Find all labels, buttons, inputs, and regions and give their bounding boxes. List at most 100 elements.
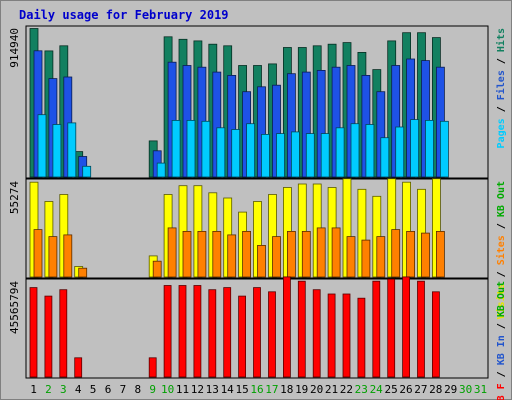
bar (216, 127, 226, 178)
legend-entry: / (496, 217, 507, 235)
bar (301, 230, 311, 278)
bar (223, 287, 232, 378)
panel-top-max-label: 914940 (8, 28, 21, 68)
bar (44, 295, 53, 378)
bar (197, 230, 207, 278)
bar (316, 227, 326, 278)
legend-entry: KB Out (496, 281, 507, 317)
bar (238, 295, 247, 378)
panel-middle-legend: Visits / Sites / KB Out (495, 181, 507, 319)
day-label: 30 (459, 383, 472, 396)
bar (402, 276, 411, 378)
day-label: 26 (399, 383, 412, 396)
bar (376, 236, 386, 278)
bar (163, 285, 172, 378)
bar (152, 260, 162, 278)
panel-top-legend: Pages / Files / Hits (495, 28, 507, 148)
day-label: 11 (176, 383, 189, 396)
bar (350, 123, 360, 178)
day-label: 7 (120, 383, 127, 396)
bar (67, 122, 77, 178)
bar (421, 232, 430, 278)
day-label: 3 (60, 383, 67, 396)
legend-entry: / (496, 317, 507, 335)
series-sites (33, 227, 445, 278)
bar (231, 129, 241, 178)
legend-entry: / (496, 365, 507, 383)
bar (171, 120, 181, 178)
legend-entry: / (496, 52, 507, 70)
day-label: 8 (134, 383, 141, 396)
day-label: 4 (75, 383, 82, 396)
bar (261, 133, 270, 178)
day-label: 22 (340, 383, 353, 396)
bar (276, 133, 285, 178)
series-kb-f (29, 276, 440, 378)
panel-bottom: 45565794 KB F / KB In / KB Out (8, 276, 507, 405)
bar (59, 289, 68, 378)
legend-entry: KB In (496, 335, 507, 365)
day-label: 23 (355, 383, 368, 396)
day-label: 12 (191, 383, 204, 396)
bar (148, 357, 157, 378)
bar (361, 239, 371, 278)
bar (208, 289, 217, 378)
day-label: 5 (90, 383, 97, 396)
bar (439, 120, 449, 178)
legend-entry: Pages (496, 118, 507, 148)
bar (431, 291, 440, 378)
bar (282, 276, 291, 378)
bar (331, 227, 341, 278)
bar (297, 280, 306, 378)
panel-bottom-legend: KB F / KB In / KB Out (496, 281, 507, 400)
bar (406, 230, 416, 278)
day-label: 2 (45, 383, 52, 396)
bar (290, 131, 300, 178)
bar (182, 230, 192, 278)
bar (52, 124, 62, 178)
bar (257, 244, 266, 278)
bar (212, 230, 222, 278)
legend-entry: / (496, 265, 507, 283)
bar (410, 119, 420, 178)
bar (186, 120, 196, 178)
bar (357, 297, 366, 378)
bar (286, 230, 296, 278)
bar (320, 133, 330, 178)
day-label: 24 (370, 383, 384, 396)
legend-entry: Files (495, 70, 507, 100)
day-label: 21 (325, 383, 338, 396)
legend-entry: Hits (495, 28, 507, 52)
day-label: 17 (265, 383, 278, 396)
bar (335, 127, 345, 178)
bar (33, 229, 43, 278)
day-label: 27 (414, 383, 427, 396)
day-label: 1 (30, 383, 37, 396)
bar (227, 234, 237, 278)
bar (82, 165, 92, 178)
bar (391, 229, 401, 278)
bar (387, 278, 396, 378)
bar (201, 120, 211, 178)
day-label: 29 (444, 383, 457, 396)
bar (435, 230, 445, 278)
chart-title: Daily usage for February 2019 (19, 8, 229, 22)
bar (48, 236, 58, 278)
bar (193, 285, 202, 378)
panel-top: 914940 Pages / Files / Hits (8, 25, 507, 179)
bar (253, 287, 261, 378)
bar (178, 285, 187, 378)
day-label: 28 (429, 383, 442, 396)
bar (246, 123, 256, 178)
legend-entry: / (496, 100, 507, 118)
day-label: 25 (384, 383, 397, 396)
panel-middle-max-label: 55274 (8, 181, 21, 214)
day-label: 18 (280, 383, 293, 396)
bar (327, 293, 336, 378)
panels-layer: 914940 Pages / Files / Hits 55274 Visits / … (8, 25, 507, 405)
bar (74, 357, 83, 378)
day-labels: 1 2 3 4 5 6 7 8 9 10 11 12 13 14 15 16 17 18 19 20 21 22 23 24 2… (30, 383, 487, 396)
bar (272, 236, 281, 278)
bar (78, 267, 88, 278)
day-label: 20 (310, 383, 323, 396)
